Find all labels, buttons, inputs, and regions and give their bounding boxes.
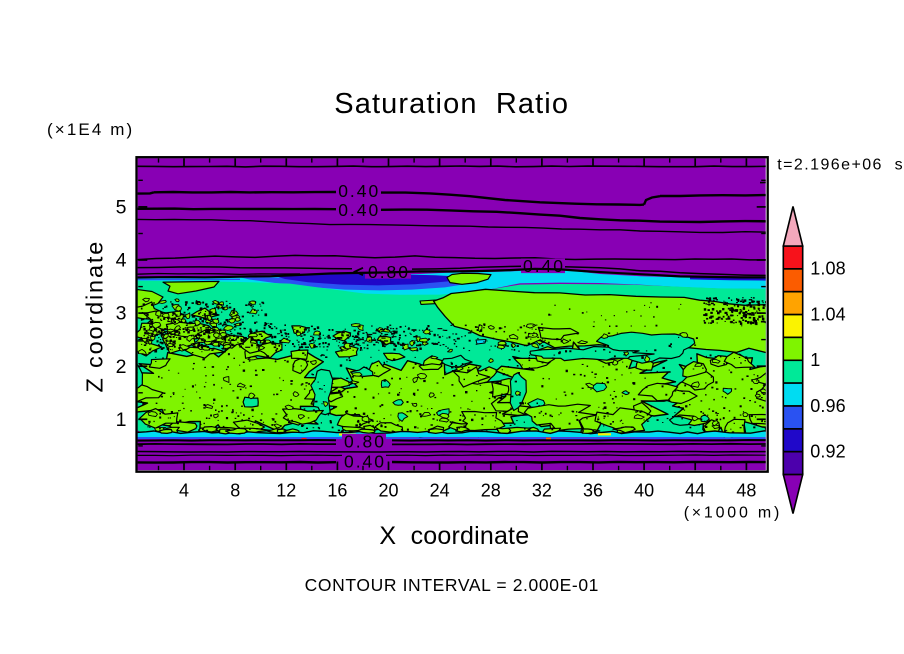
svg-text:Z coordinate: Z coordinate (82, 242, 108, 393)
svg-text:3: 3 (116, 303, 127, 325)
svg-text:CONTOUR INTERVAL = 2.000E-01: CONTOUR INTERVAL = 2.000E-01 (305, 575, 599, 595)
svg-text:1: 1 (810, 350, 820, 370)
svg-text:48: 48 (736, 480, 756, 500)
svg-text:1.08: 1.08 (810, 259, 845, 279)
svg-text:0.80: 0.80 (344, 431, 384, 451)
svg-text:1: 1 (116, 409, 127, 431)
svg-text:Saturation Ratio: Saturation Ratio (334, 88, 568, 120)
svg-text:8: 8 (230, 480, 240, 500)
svg-text:0.96: 0.96 (810, 396, 845, 416)
svg-text:24: 24 (430, 480, 450, 500)
svg-text:44: 44 (685, 480, 705, 500)
svg-text:20: 20 (378, 480, 398, 500)
svg-text:(×1E4 m): (×1E4 m) (47, 120, 132, 139)
svg-text:X coordinate: X coordinate (379, 522, 529, 550)
svg-text:1.04: 1.04 (810, 304, 845, 324)
svg-text:2: 2 (116, 356, 127, 378)
svg-text:0.40: 0.40 (523, 256, 563, 276)
svg-text:32: 32 (532, 480, 552, 500)
svg-text:40: 40 (634, 480, 654, 500)
svg-text:36: 36 (583, 480, 603, 500)
svg-text:4: 4 (179, 480, 189, 500)
svg-text:12: 12 (276, 480, 296, 500)
svg-text:0.40: 0.40 (338, 200, 378, 220)
svg-text:(×1000 m): (×1000 m) (684, 505, 780, 522)
svg-text:0.92: 0.92 (810, 442, 845, 462)
svg-text:28: 28 (481, 480, 501, 500)
svg-text:0.40: 0.40 (344, 452, 384, 472)
svg-text:4: 4 (116, 250, 127, 272)
svg-text:0.40: 0.40 (338, 181, 378, 201)
svg-text:16: 16 (327, 480, 347, 500)
svg-text:5: 5 (116, 197, 127, 219)
